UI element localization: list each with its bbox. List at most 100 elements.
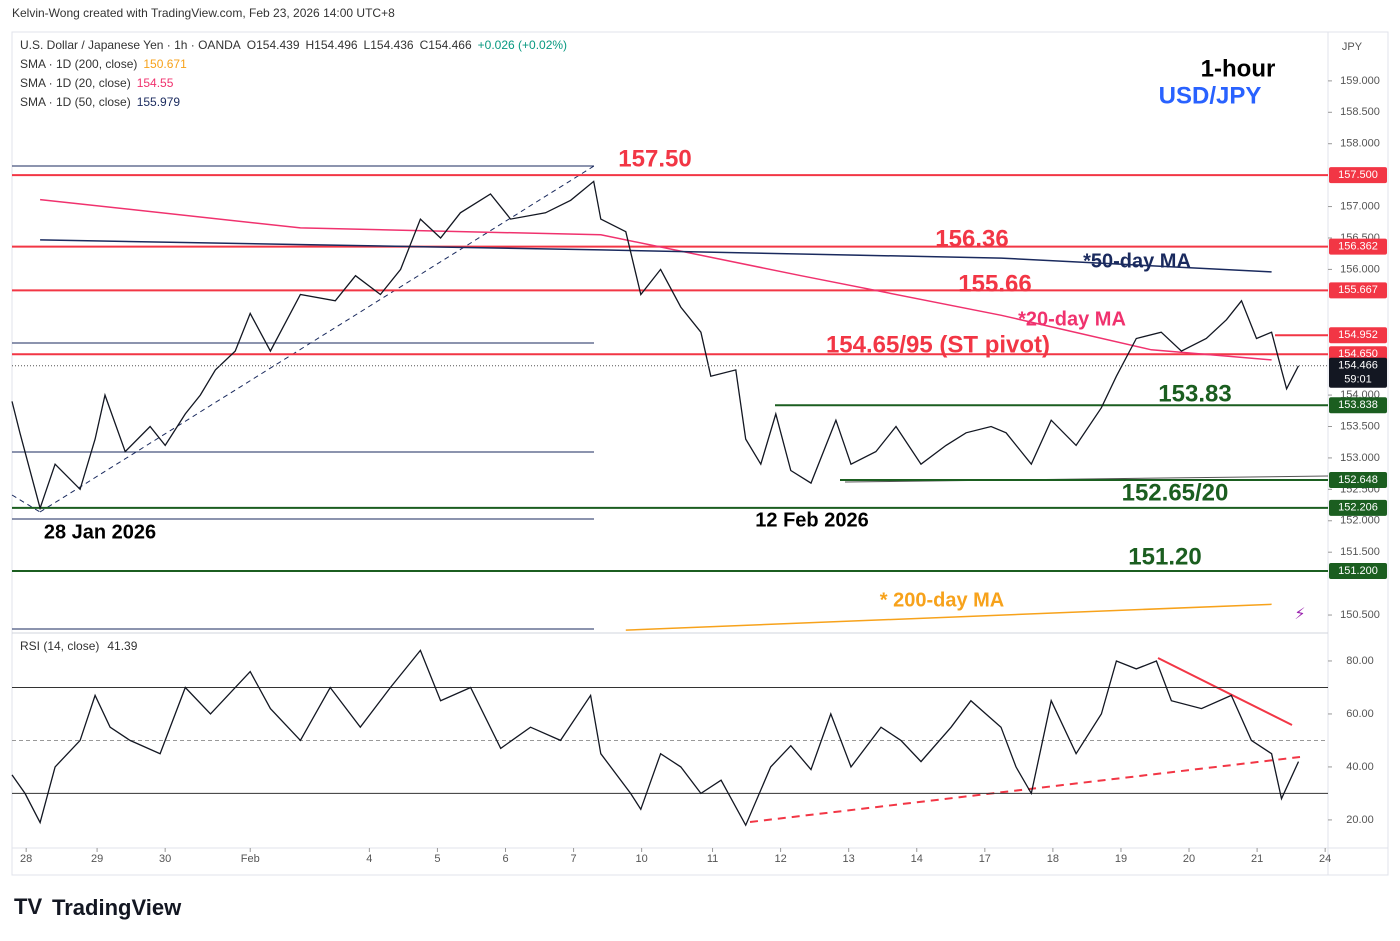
credit: Kelvin-Wong created with TradingView.com… (12, 6, 395, 20)
x-tick-label: 11 (707, 853, 718, 865)
ma-legend: SMA · 1D (200, close) 150.671 (20, 57, 187, 71)
annotation: 28 Jan 2026 (44, 521, 156, 543)
x-tick-label: 20 (1183, 853, 1195, 865)
legend-change: +0.026 (+0.02%) (478, 38, 567, 52)
ma-name: SMA · 1D (50, close) (20, 95, 131, 109)
legend-symbol: U.S. Dollar / Japanese Yen · 1h · OANDA (20, 38, 241, 52)
legend-high: H154.496 (306, 38, 358, 52)
y-tick-label: 159.000 (1340, 75, 1380, 87)
annotation: * 200-day MA (880, 589, 1005, 611)
trend-line (39, 165, 595, 513)
price-badge (1329, 499, 1387, 516)
legend-low: L154.436 (364, 38, 414, 52)
x-tick-label: 21 (1251, 853, 1263, 865)
moving-average (625, 603, 1272, 631)
ma-value: 154.55 (137, 76, 174, 90)
annotation: 151.20 (1128, 543, 1201, 570)
y-tick-label: 80.00 (1346, 655, 1374, 667)
y-tick-label: 152.000 (1340, 515, 1380, 527)
x-tick-label: 14 (911, 853, 923, 865)
rsi-legend: RSI (14, close) 41.39 (20, 639, 138, 653)
x-tick-label: 5 (434, 853, 440, 865)
annotation: 12 Feb 2026 (755, 509, 868, 531)
rsi-resistance (1157, 657, 1293, 726)
price-badge (1329, 238, 1387, 255)
annotation: 156.36 (935, 225, 1008, 252)
current-badge (1329, 357, 1387, 388)
y-tick-label: 60.00 (1346, 708, 1374, 720)
x-tick-label: Feb (241, 853, 260, 865)
y-tick-label: 151.500 (1340, 546, 1380, 558)
price-badge-label: 154.952 (1338, 329, 1378, 341)
price-badge (1329, 472, 1387, 489)
currency-label[interactable]: JPY (1342, 41, 1363, 53)
ma-name: SMA · 1D (20, close) (20, 76, 131, 90)
legend-open: O154.439 (247, 38, 300, 52)
x-tick-label: 13 (843, 853, 855, 865)
y-tick-label: 158.000 (1340, 138, 1380, 150)
annotation: 153.83 (1158, 380, 1231, 407)
ma-name: SMA · 1D (200, close) (20, 57, 137, 71)
x-tick-label: 6 (502, 853, 508, 865)
price-badge (1329, 397, 1387, 414)
y-tick-label: 40.00 (1346, 761, 1374, 773)
ma-value: 150.671 (143, 57, 187, 71)
x-tick-label: 24 (1319, 853, 1331, 865)
annotation: *20-day MA (1018, 308, 1126, 330)
y-tick-label: 153.000 (1340, 452, 1380, 464)
y-tick-label: 150.500 (1340, 609, 1380, 621)
brand: TradingView (52, 895, 182, 920)
current-price-label: 154.466 (1338, 360, 1378, 372)
annotation: 154.65/95 (ST pivot) (826, 331, 1050, 358)
y-tick-label: 158.500 (1340, 106, 1380, 118)
price-badge (1329, 282, 1387, 299)
price-badge-label: 153.838 (1338, 399, 1378, 411)
x-tick-label: 17 (979, 853, 991, 865)
x-tick-label: 30 (159, 853, 171, 865)
price-badge-label: 152.206 (1338, 502, 1378, 514)
symbol-legend: U.S. Dollar / Japanese Yen · 1h · OANDA O… (20, 38, 567, 52)
rsi-name: RSI (14, close) (20, 639, 99, 653)
frame (11, 31, 1389, 876)
ma-value: 155.979 (137, 95, 181, 109)
rsi-line (11, 649, 1300, 827)
countdown: 59:01 (1344, 374, 1372, 386)
moving-average (40, 198, 1272, 361)
ma-legend: SMA · 1D (50, close) 155.979 (20, 95, 180, 109)
price-badge (1329, 563, 1387, 580)
rsi-value: 41.39 (107, 639, 137, 653)
price-badge (1329, 327, 1387, 344)
y-tick-label: 20.00 (1346, 814, 1374, 826)
price-badge-label: 154.650 (1338, 348, 1378, 360)
y-tick-label: 156.000 (1340, 263, 1380, 275)
y-tick-label: 157.000 (1340, 200, 1380, 212)
legend-close: C154.466 (420, 38, 472, 52)
price-line (11, 180, 1300, 511)
x-tick-label: 28 (20, 853, 32, 865)
price-badge-label: 157.500 (1338, 169, 1378, 181)
trend-line (11, 494, 41, 513)
price-badge-label: 155.667 (1338, 284, 1378, 296)
y-tick-label: 153.500 (1340, 420, 1380, 432)
price-badge (1329, 167, 1387, 184)
annotation: 152.65/20 (1122, 479, 1229, 506)
brand-logo: TV (14, 894, 42, 919)
ma-legend: SMA · 1D (20, close) 154.55 (20, 76, 174, 90)
annotation: 157.50 (618, 145, 691, 172)
x-tick-label: 7 (571, 853, 577, 865)
price-badge-label: 156.362 (1338, 241, 1378, 253)
chart-title: 1-hour (1201, 55, 1276, 82)
chart-subtitle: USD/JPY (1159, 82, 1262, 109)
x-tick-label: 18 (1047, 853, 1059, 865)
x-tick-label: 12 (774, 853, 786, 865)
x-tick-label: 10 (636, 853, 648, 865)
price-badge-label: 152.648 (1338, 474, 1378, 486)
x-tick-label: 29 (91, 853, 103, 865)
price-badge-label: 151.200 (1338, 565, 1378, 577)
annotation: *50-day MA (1083, 250, 1191, 272)
x-tick-label: 19 (1115, 853, 1127, 865)
alert-icon[interactable]: ⚡ (1294, 606, 1305, 623)
